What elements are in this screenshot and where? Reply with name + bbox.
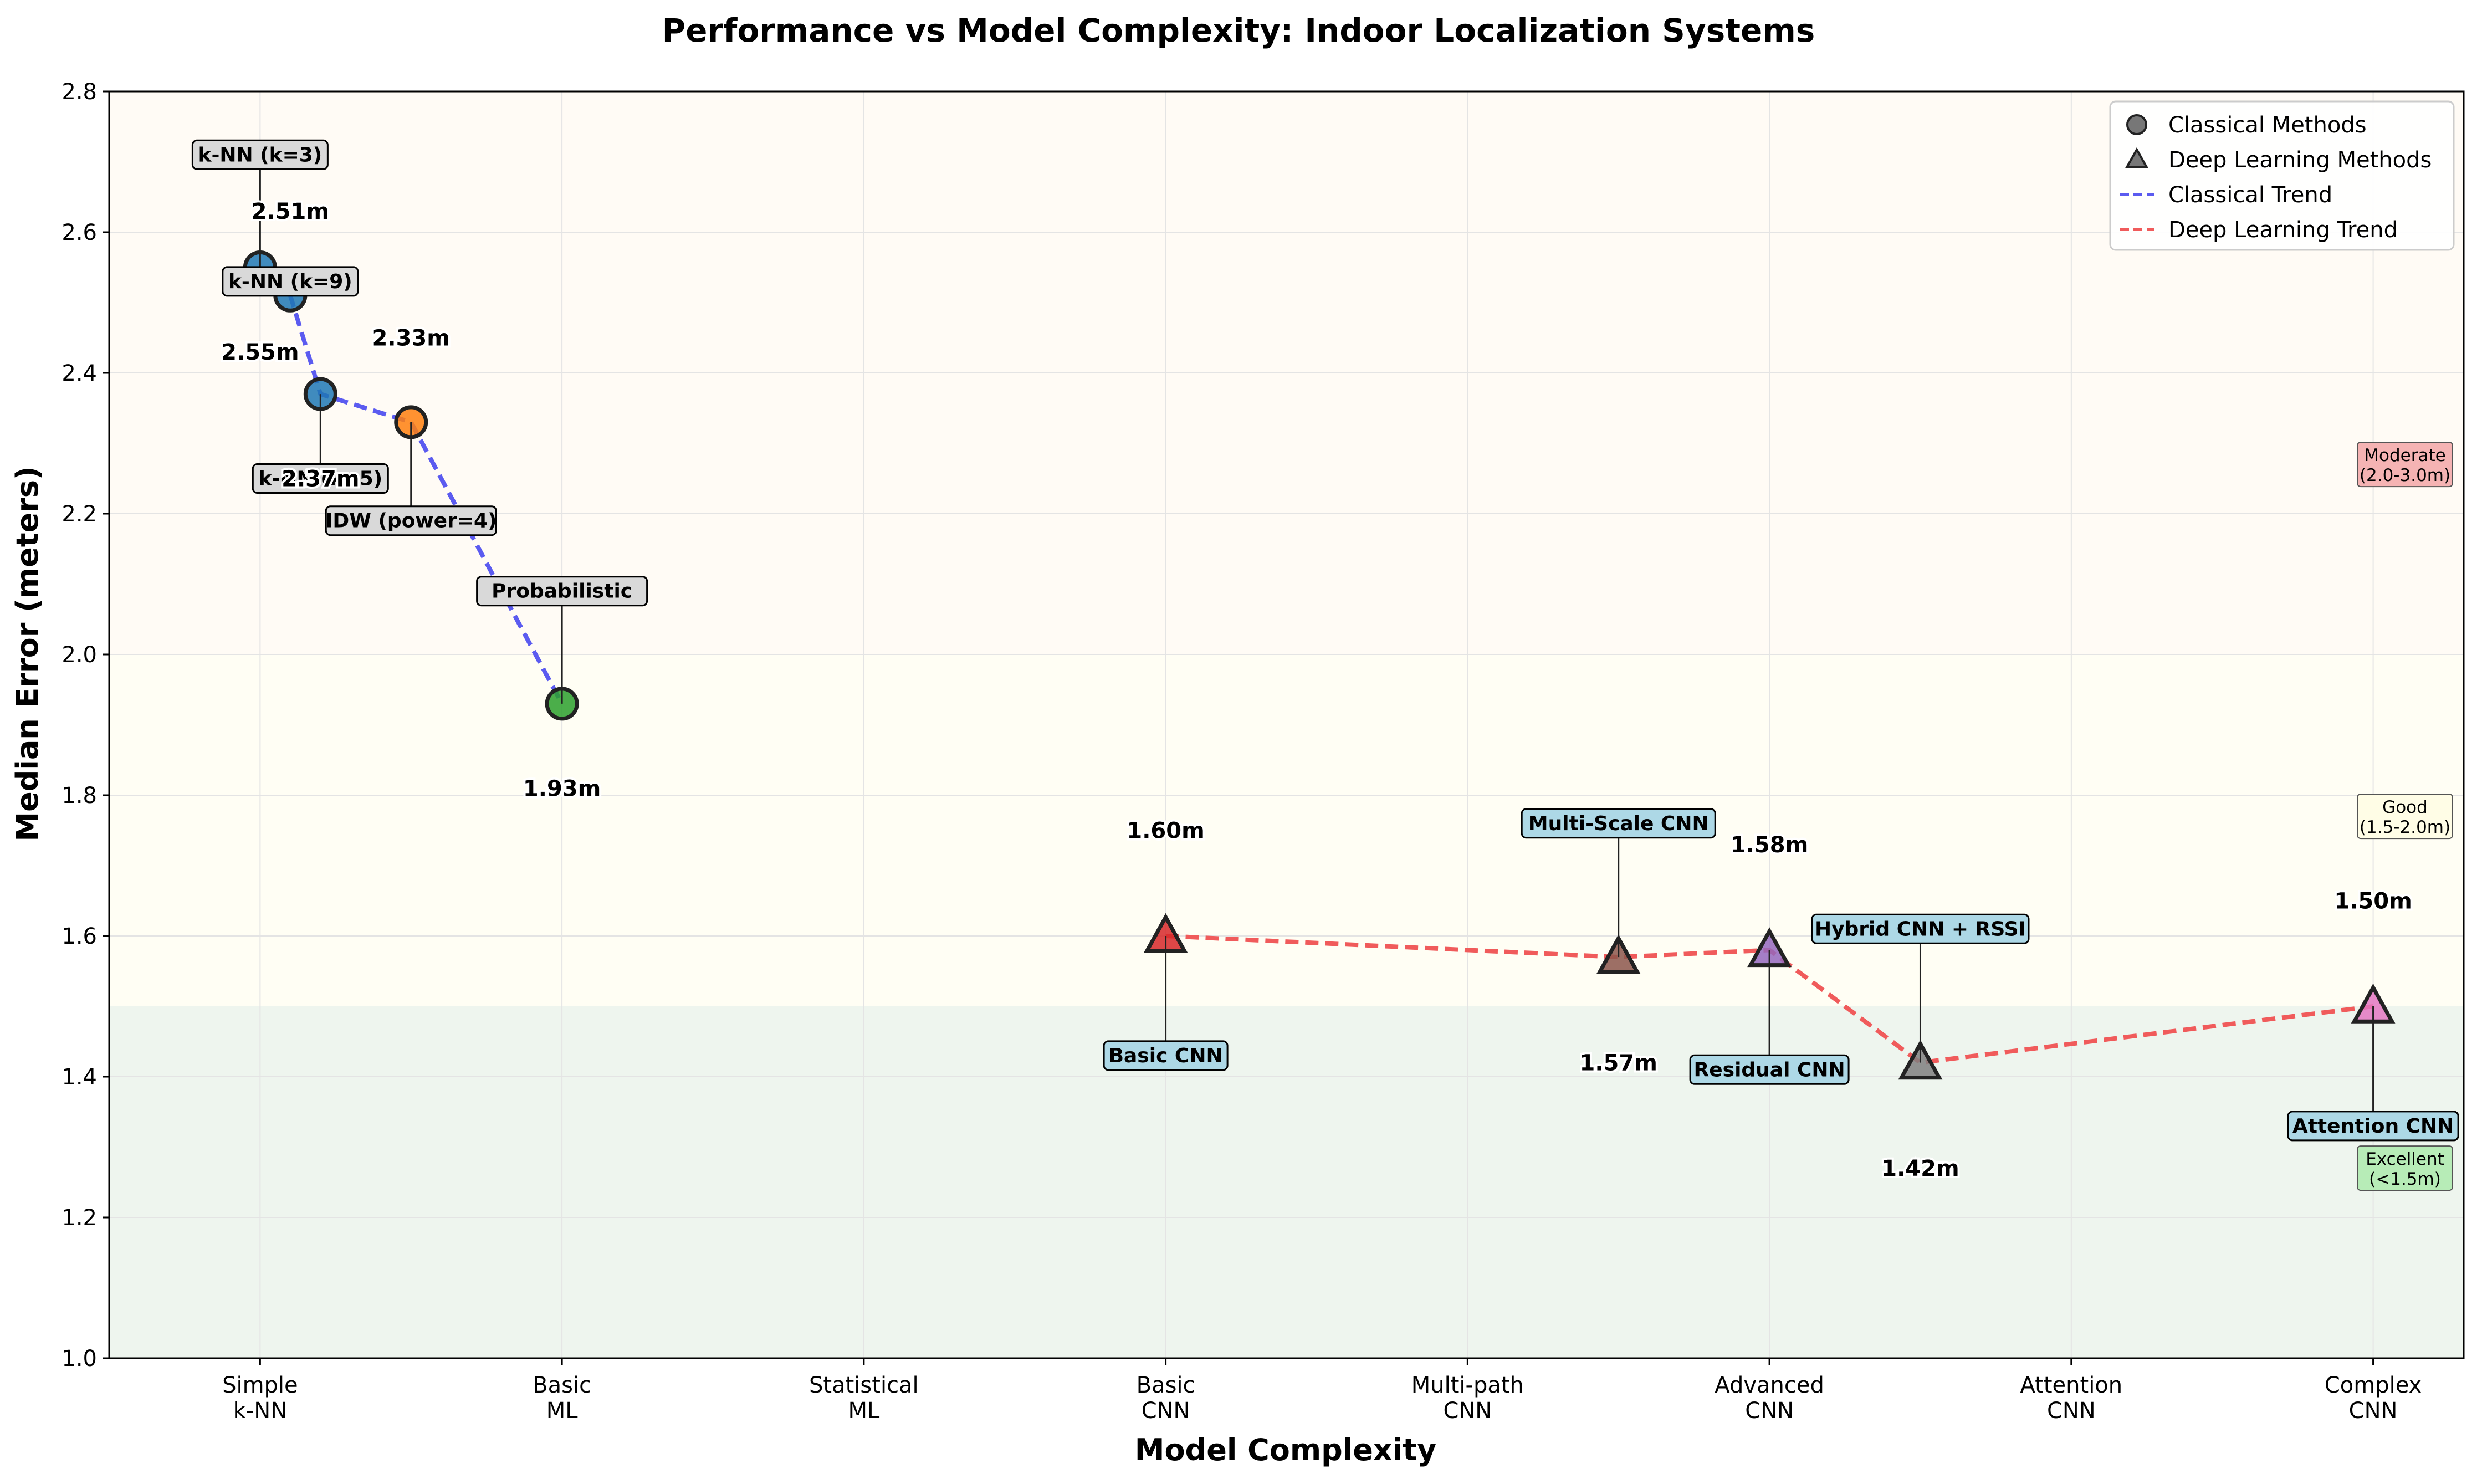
- deep-learning-annotation-box: [2287, 1111, 2459, 1142]
- band-0: [109, 1006, 2464, 1358]
- classical-annotation-box: [252, 463, 389, 494]
- plot-area: Excellent(<1.5m) Good(1.5-2.0m) Moderate(2…: [62, 79, 2465, 1424]
- y-tick-label: 1.2: [62, 1205, 97, 1231]
- x-tick-label: Multi-path: [1411, 1373, 1524, 1398]
- classical-value-label: 1.93m: [523, 776, 601, 801]
- legend: Classical Methods Deep Learning Methods Cl…: [2109, 100, 2455, 251]
- x-tick-label: Attention: [2020, 1373, 2123, 1398]
- band-label-box: [2357, 1145, 2453, 1191]
- legend-triangle-icon: [2125, 147, 2149, 168]
- classical-annotation: Probabilistic: [476, 576, 648, 607]
- classical-annotation: k-NN (k=5): [252, 463, 389, 494]
- deep-learning-annotation: Attention CNN: [2287, 1111, 2459, 1142]
- deep-learning-value-label: 1.57m: [1580, 1051, 1657, 1076]
- classical-annotation: k-NN (k=9): [222, 266, 359, 297]
- deep-learning-annotation-text: Multi-Scale CNN: [1528, 812, 1709, 835]
- band-label-box: [2357, 794, 2453, 840]
- band-label-0: Excellent(<1.5m): [2357, 1145, 2453, 1191]
- y-tick-label: 1.6: [62, 924, 97, 949]
- deep-learning-annotation-box: [1689, 1054, 1850, 1085]
- classical-annotation-box: [325, 505, 497, 536]
- deep-learning-annotation-box: [1811, 913, 2030, 944]
- x-tick-label: k-NN: [233, 1398, 287, 1424]
- x-tick-label: ML: [546, 1398, 579, 1424]
- deep-learning-annotation-text: Hybrid CNN + RSSI: [1815, 918, 2026, 940]
- x-axis-label: Model Complexity: [1135, 1432, 1437, 1467]
- classical-annotation-text: k-NN (k=5): [258, 468, 382, 490]
- x-tick-label: Basic: [1137, 1373, 1195, 1398]
- classical-annotation: k-NN (k=3): [191, 139, 329, 170]
- deep-learning-annotation: Hybrid CNN + RSSI: [1811, 913, 2030, 944]
- classical-annotation-box: [476, 576, 648, 607]
- band-label-line1: Excellent: [2366, 1149, 2444, 1169]
- band-label-line1: Moderate: [2364, 446, 2445, 465]
- classical-annotation-box: [222, 266, 359, 297]
- deep-learning-annotation: Residual CNN: [1689, 1054, 1850, 1085]
- classical-value-label: 2.51m: [252, 199, 329, 224]
- x-tick-label: CNN: [2349, 1398, 2398, 1424]
- classical-value-label: 2.33m: [372, 326, 450, 351]
- band-label-line2: (<1.5m): [2369, 1169, 2441, 1189]
- legend-entry: Classical Trend: [2168, 182, 2332, 208]
- classical-annotation-text: IDW (power=4): [325, 510, 497, 533]
- band-1: [109, 654, 2464, 1006]
- x-tick-label: CNN: [1443, 1398, 1492, 1424]
- axes-frame: [108, 90, 2465, 1359]
- chart-title: Performance vs Model Complexity: Indoor …: [662, 12, 1815, 49]
- band-label-box: [2357, 442, 2453, 488]
- deep-learning-value-label: 1.42m: [1881, 1156, 1959, 1181]
- x-tick-label: ML: [848, 1398, 880, 1424]
- legend-frame: [2109, 100, 2455, 251]
- deep-learning-annotation: Basic CNN: [1103, 1040, 1229, 1071]
- classical-annotation-text: k-NN (k=3): [198, 144, 323, 166]
- deep-learning-annotation-box: [1521, 808, 1716, 839]
- legend-entry: Deep Learning Methods: [2168, 147, 2432, 173]
- x-tick-label: Basic: [533, 1373, 591, 1398]
- deep-learning-value-label: 1.50m: [2334, 889, 2412, 914]
- band-label-line1: Good: [2382, 797, 2428, 817]
- band-label-line2: (2.0-3.0m): [2360, 465, 2450, 485]
- x-tick-label: Complex: [2325, 1373, 2422, 1398]
- deep-learning-annotation: Multi-Scale CNN: [1521, 808, 1716, 839]
- x-tick-label: CNN: [1745, 1398, 1794, 1424]
- band-label-line2: (1.5-2.0m): [2360, 817, 2450, 837]
- band-label-2: Moderate(2.0-3.0m): [2357, 442, 2453, 488]
- legend-circle-icon: [2126, 114, 2147, 135]
- x-tick-label: CNN: [2047, 1398, 2096, 1424]
- deep-learning-value-label: 1.58m: [1731, 832, 1808, 858]
- x-tick-label: Statistical: [809, 1373, 919, 1398]
- legend-entry: Deep Learning Trend: [2168, 217, 2398, 243]
- legend-entry: Classical Methods: [2168, 112, 2367, 138]
- y-tick-label: 2.6: [62, 220, 97, 245]
- classical-value-label: 2.37m: [282, 467, 359, 492]
- y-tick-label: 1.4: [62, 1065, 97, 1090]
- x-tick-label: CNN: [1142, 1398, 1190, 1424]
- band-label-1: Good(1.5-2.0m): [2357, 794, 2453, 840]
- y-tick-label: 2.4: [62, 361, 97, 386]
- y-tick-label: 2.2: [62, 502, 97, 527]
- deep-learning-annotation-text: Attention CNN: [2292, 1115, 2454, 1138]
- classical-annotation: IDW (power=4): [325, 505, 497, 536]
- classical-annotation-box: [191, 139, 329, 170]
- deep-learning-annotation-text: Basic CNN: [1109, 1045, 1223, 1067]
- deep-learning-annotation-box: [1103, 1040, 1229, 1071]
- y-tick-label: 1.8: [62, 783, 97, 808]
- x-tick-label: Advanced: [1715, 1373, 1824, 1398]
- y-tick-label: 2.8: [62, 79, 97, 105]
- classical-annotation-text: k-NN (k=9): [228, 270, 352, 293]
- classical-value-label: 2.55m: [221, 340, 299, 365]
- classical-annotation-text: Probabilistic: [492, 580, 632, 603]
- y-tick-label: 1.0: [62, 1346, 97, 1372]
- x-tick-label: Simple: [222, 1373, 298, 1398]
- y-tick-label: 2.0: [62, 642, 97, 668]
- y-axis-label: Median Error (meters): [10, 466, 45, 841]
- deep-learning-annotation-text: Residual CNN: [1694, 1058, 1845, 1081]
- deep-learning-value-label: 1.60m: [1127, 818, 1204, 844]
